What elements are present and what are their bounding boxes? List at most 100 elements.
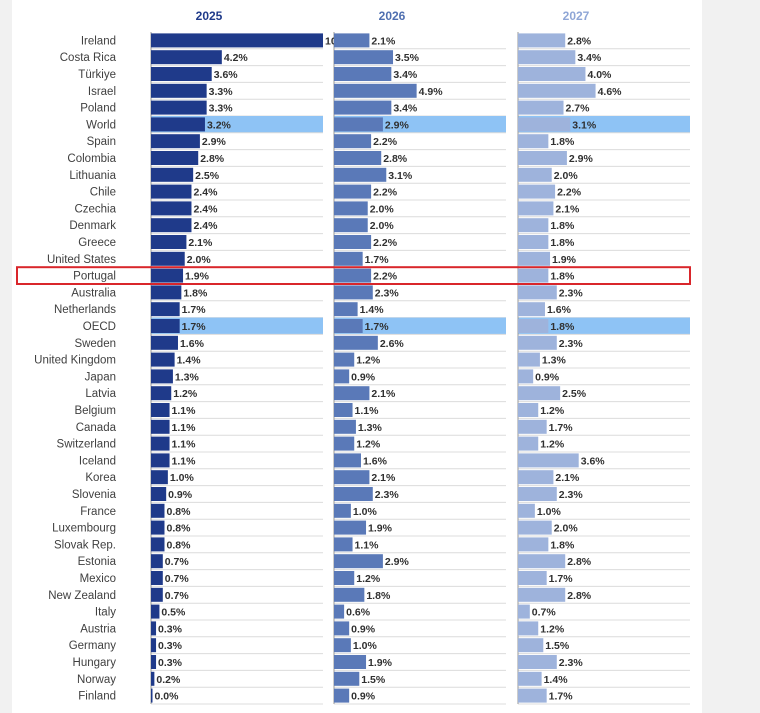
- category-label-latvia: Latvia: [85, 388, 116, 400]
- value-label-2025-korea: 1.0%: [170, 472, 195, 484]
- value-label-2027-netherlands: 1.6%: [547, 304, 572, 316]
- value-label-2025-belgium: 1.1%: [172, 405, 197, 417]
- bar-2027-ireland: [518, 33, 566, 48]
- bar-2025-poland: [151, 100, 207, 115]
- value-label-2027-luxembourg: 2.0%: [554, 523, 579, 535]
- bar-2025-iceland: [151, 453, 170, 468]
- value-label-2025-united-kingdom: 1.4%: [177, 355, 202, 367]
- value-label-2027-united-kingdom: 1.3%: [542, 355, 567, 367]
- series-header-2027: 2027: [563, 9, 590, 23]
- bar-2026-australia: [334, 285, 373, 300]
- bar-2026-belgium: [334, 403, 353, 417]
- value-label-2026-oecd: 1.7%: [365, 321, 390, 333]
- bar-2026-korea: [334, 470, 370, 485]
- value-label-2026-hungary: 1.9%: [368, 657, 393, 669]
- category-label-hungary: Hungary: [73, 657, 117, 669]
- bar-2027-poland: [518, 100, 564, 115]
- bar-2027-greece: [518, 235, 549, 249]
- category-label-sweden: Sweden: [74, 338, 116, 350]
- category-label-costa-rica: Costa Rica: [60, 52, 117, 64]
- value-label-2026-czechia: 2.0%: [370, 203, 395, 215]
- bar-2025-new-zealand: [151, 587, 163, 602]
- value-label-2027-australia: 2.3%: [559, 287, 584, 299]
- value-label-2027-finland: 1.7%: [549, 691, 574, 703]
- value-label-2026-latvia: 2.1%: [371, 388, 396, 400]
- bar-2025-colombia: [151, 151, 199, 165]
- value-label-2027-norway: 1.4%: [544, 674, 569, 686]
- category-label-united-kingdom: United Kingdom: [34, 355, 116, 367]
- bar-2026-slovenia: [334, 487, 373, 501]
- bar-2025-finland: [151, 688, 153, 703]
- bar-2027-world: [518, 117, 571, 132]
- bar-2025-czechia: [151, 201, 192, 216]
- value-label-2025-slovenia: 0.9%: [168, 489, 193, 501]
- category-label-australia: Australia: [71, 287, 116, 299]
- value-label-2026-slovenia: 2.3%: [375, 489, 400, 501]
- bar-chart: 2025 2026 2027 Ireland Costa Rica Türkiye Isra…: [16, 9, 691, 705]
- series-header-2026: 2026: [379, 9, 406, 23]
- value-label-2025-czechia: 2.4%: [193, 203, 218, 215]
- value-label-2026-estonia: 2.9%: [385, 556, 410, 568]
- category-label-poland: Poland: [80, 103, 116, 115]
- bar-2026-ireland: [334, 33, 370, 48]
- value-label-2027-mexico: 1.7%: [549, 573, 574, 585]
- bar-2025-estonia: [151, 554, 163, 569]
- category-label-oecd: OECD: [83, 321, 116, 333]
- bar-2025-luxembourg: [151, 520, 165, 535]
- highlight-band: [518, 317, 690, 335]
- category-label-france: France: [80, 506, 116, 518]
- value-label-2025-lithuania: 2.5%: [195, 170, 220, 182]
- bar-2026-costa-rica: [334, 50, 394, 65]
- value-label-2026-korea: 2.1%: [371, 472, 396, 484]
- value-label-2027-slovak-rep: 1.8%: [550, 539, 575, 551]
- bar-2027-belgium: [518, 403, 539, 417]
- bar-2025-hungary: [151, 655, 157, 669]
- category-label-switzerland: Switzerland: [57, 439, 116, 451]
- bar-2025-united-states: [151, 251, 185, 266]
- bar-2027-sweden: [518, 335, 557, 350]
- bar-2025-netherlands: [151, 302, 180, 317]
- value-label-2026-united-states: 1.7%: [365, 254, 390, 266]
- bar-2027-iceland: [518, 453, 579, 468]
- bar-2026-canada: [334, 419, 356, 434]
- bar-2025-mexico: [151, 571, 163, 585]
- bar-2026-oecd: [334, 319, 363, 333]
- value-label-2025-new-zealand: 0.7%: [165, 590, 190, 602]
- bar-2025-australia: [151, 285, 182, 300]
- row-outline-portugal: [16, 266, 691, 286]
- value-label-2026-canada: 1.3%: [358, 422, 383, 434]
- category-label-slovenia: Slovenia: [72, 489, 117, 501]
- bar-2025-israel: [151, 83, 207, 98]
- bar-2027-finland: [518, 688, 547, 703]
- value-label-2025-chile: 2.4%: [193, 187, 218, 199]
- value-label-2026-slovak-rep: 1.1%: [355, 539, 380, 551]
- value-label-2025-colombia: 2.8%: [200, 153, 225, 165]
- category-label-chile: Chile: [90, 187, 116, 199]
- bar-2026-poland: [334, 100, 392, 115]
- value-label-2027-world: 3.1%: [572, 119, 597, 131]
- bar-2026-latvia: [334, 386, 370, 401]
- value-label-2027-estonia: 2.8%: [567, 556, 592, 568]
- bar-2026-lithuania: [334, 167, 387, 182]
- bar-2027-canada: [518, 419, 547, 434]
- value-label-2025-france: 0.8%: [166, 506, 191, 518]
- value-label-2025-spain: 2.9%: [202, 136, 227, 148]
- bar-2027-italy: [518, 604, 530, 619]
- bar-2026-denmark: [334, 218, 368, 233]
- value-label-2027-turkiye: 4.0%: [587, 69, 612, 81]
- category-label-greece: Greece: [78, 237, 116, 249]
- value-label-2027-chile: 2.2%: [557, 187, 582, 199]
- bar-2026-slovak-rep: [334, 537, 353, 552]
- value-label-2027-austria: 1.2%: [540, 623, 565, 635]
- value-label-2027-ireland: 2.8%: [567, 35, 592, 47]
- bar-2027-spain: [518, 134, 549, 149]
- bar-2027-japan: [518, 369, 534, 384]
- value-label-2027-canada: 1.7%: [549, 422, 574, 434]
- bar-2025-oecd: [151, 319, 180, 333]
- value-label-2026-japan: 0.9%: [351, 371, 376, 383]
- bar-2025-belgium: [151, 403, 170, 417]
- bar-2025-italy: [151, 604, 160, 619]
- category-label-italy: Italy: [95, 607, 116, 619]
- value-label-2027-sweden: 2.3%: [559, 338, 584, 350]
- bar-2027-hungary: [518, 655, 557, 669]
